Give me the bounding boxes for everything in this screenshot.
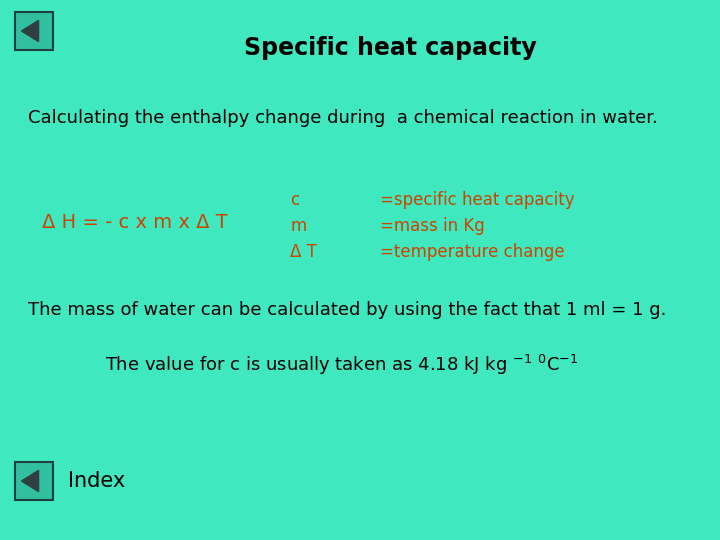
Text: c: c (290, 191, 299, 209)
Text: =temperature change: =temperature change (380, 243, 564, 261)
Text: The mass of water can be calculated by using the fact that 1 ml = 1 g.: The mass of water can be calculated by u… (28, 301, 667, 319)
Text: Δ H = - c x m x Δ T: Δ H = - c x m x Δ T (42, 213, 228, 232)
Text: Index: Index (68, 471, 125, 491)
Polygon shape (22, 470, 39, 491)
FancyBboxPatch shape (15, 462, 53, 500)
Text: The value for c is usually taken as 4.18 kJ kg $^{-1}$ $^{0}$C$^{-1}$: The value for c is usually taken as 4.18… (105, 353, 578, 377)
Text: Calculating the enthalpy change during  a chemical reaction in water.: Calculating the enthalpy change during a… (28, 109, 658, 127)
Text: Specific heat capacity: Specific heat capacity (243, 36, 536, 60)
FancyBboxPatch shape (15, 12, 53, 50)
Text: =specific heat capacity: =specific heat capacity (380, 191, 575, 209)
Text: Δ T: Δ T (290, 243, 317, 261)
Text: =mass in Kg: =mass in Kg (380, 217, 485, 235)
Text: m: m (290, 217, 306, 235)
Polygon shape (22, 21, 39, 42)
